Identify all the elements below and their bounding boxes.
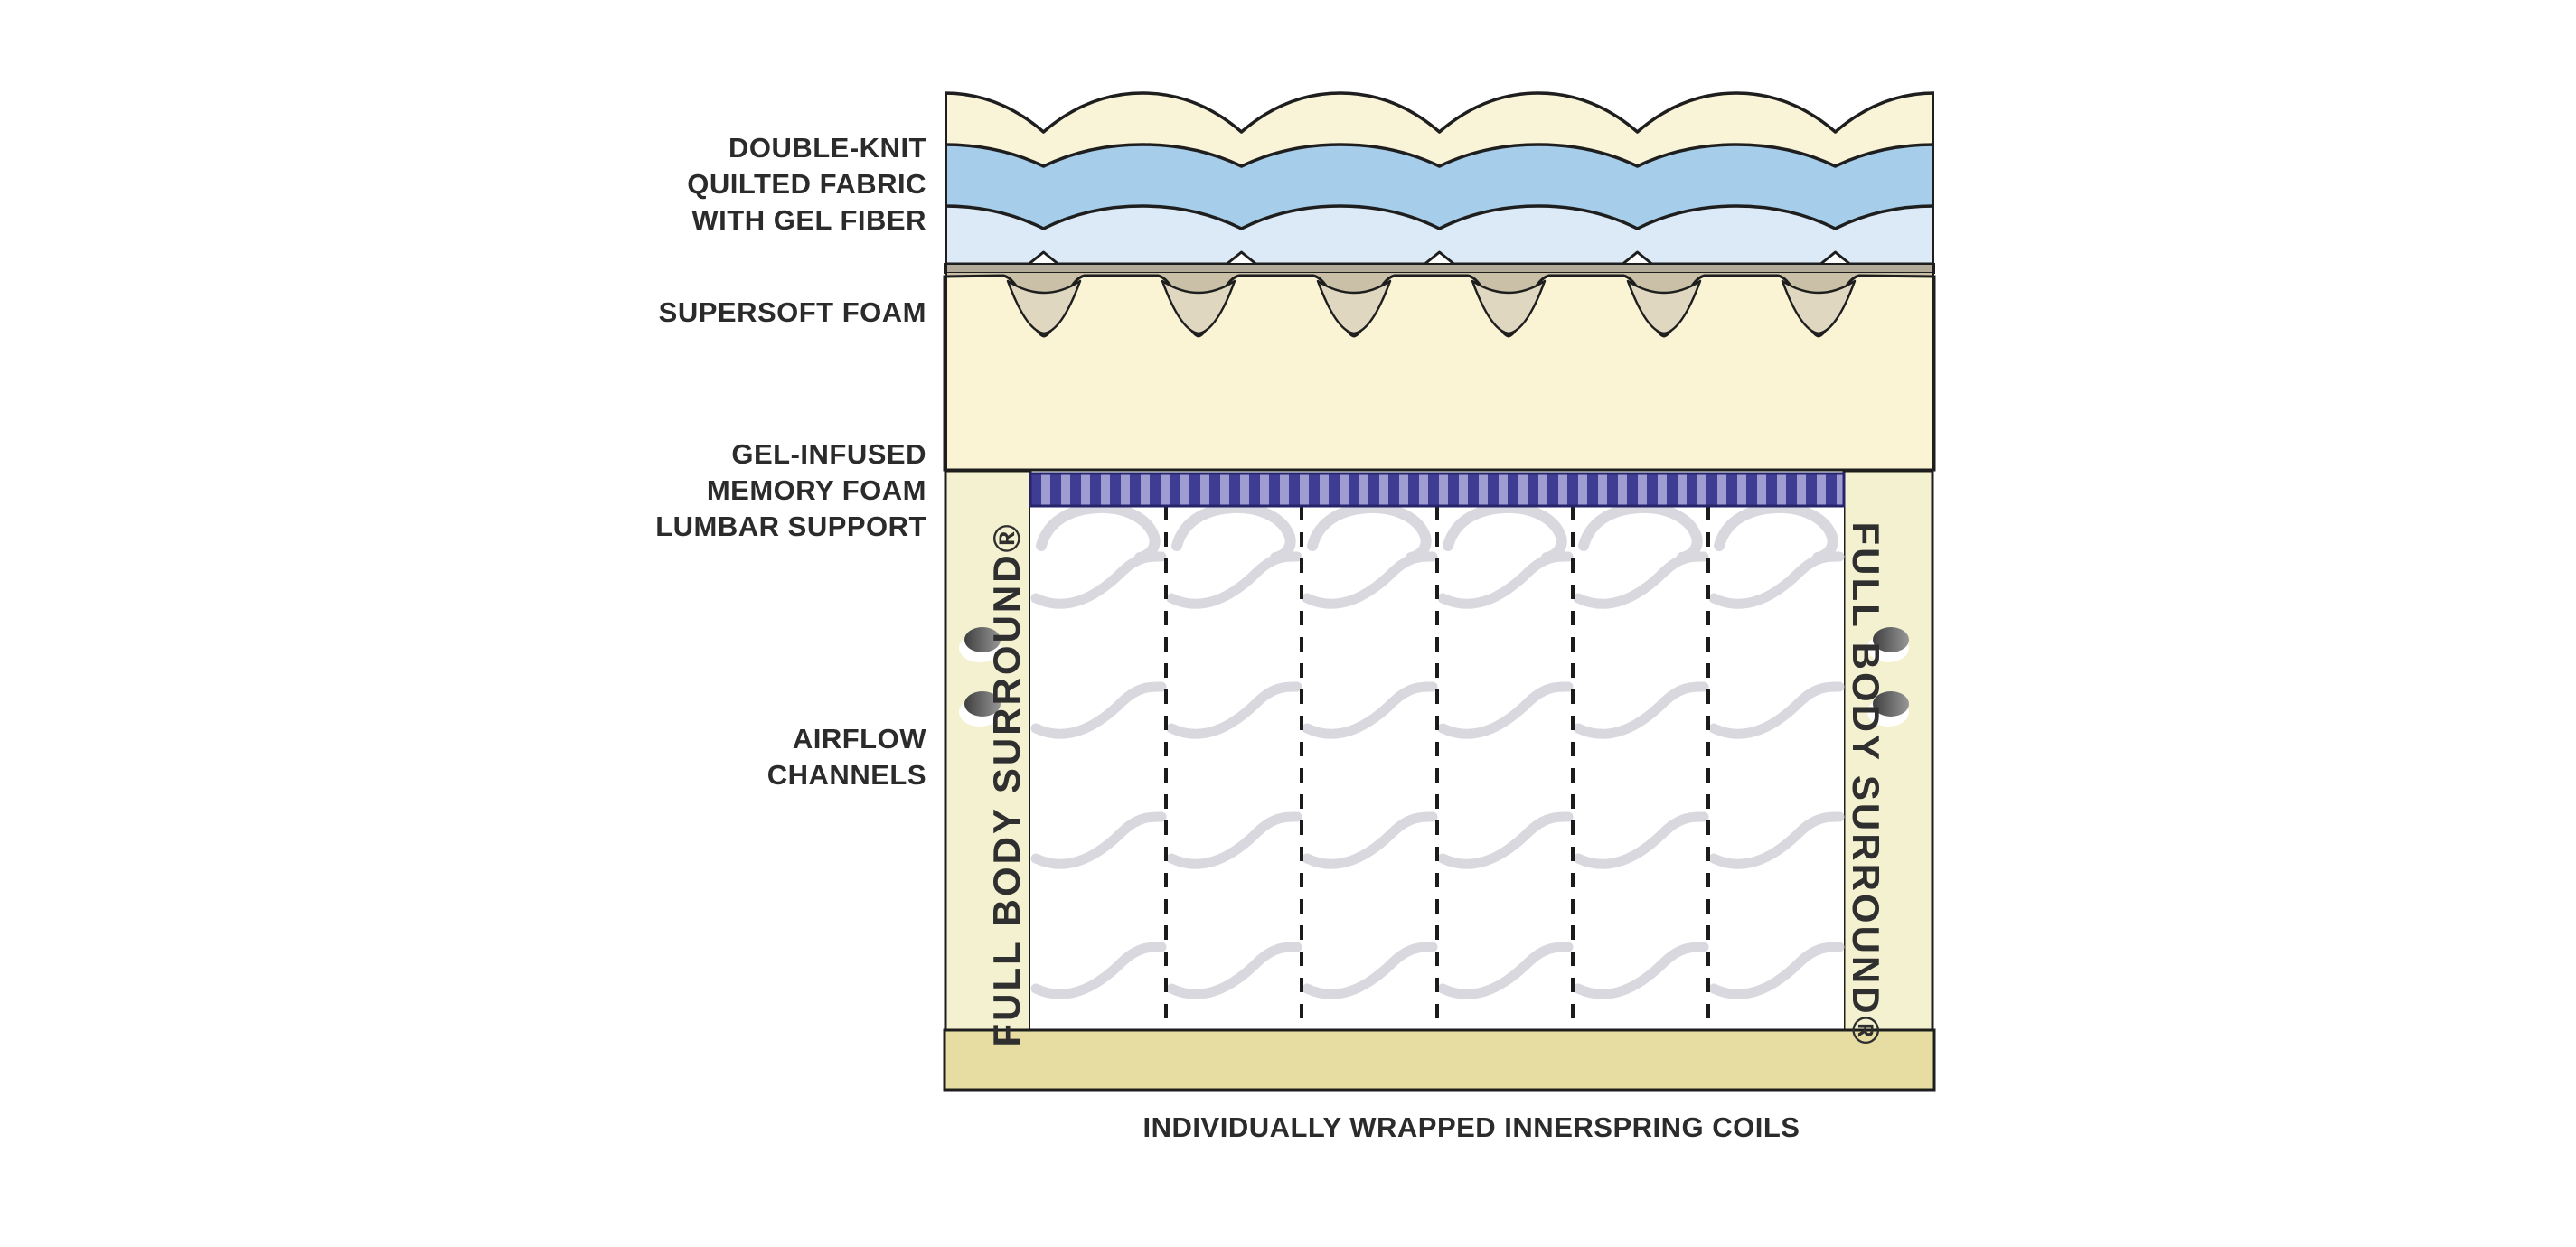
foam-valley-lenses [1006,279,1857,335]
label-supersoft-foam: SUPERSOFT FOAM [658,296,926,328]
rail-left [944,469,1032,1033]
airflow-hole-icon [959,627,1001,662]
base-bar [943,1028,1936,1092]
label-gel-memory-foam: GEL-INFUSED MEMORY FOAM LUMBAR SUPPORT [655,438,926,542]
rail-text-left: FULL BODY SURROUND® [985,521,1028,1047]
quilt-outlines [944,91,1935,266]
label-innerspring-coils: INDIVIDUALLY WRAPPED INNERSPRING COILS [1142,1111,1800,1143]
innerspring-coil-area [1030,502,1845,1030]
airflow-channel-holes [959,627,1909,727]
full-body-surround-rails [944,469,1934,1033]
supersoft-foam-layer [943,93,1936,472]
lumbar-support-band [1029,472,1846,508]
quilt-layer-lightblue [945,206,1934,264]
airflow-hole-icon [1867,627,1909,662]
label-quilted-fabric: DOUBLE-KNIT QUILTED FABRIC WITH GEL FIBE… [687,132,926,236]
airflow-hole-icon [959,691,1001,727]
rail-text-right: FULL BODY SURROUND® [1845,521,1887,1047]
airflow-hole-icon [1867,691,1909,727]
quilt-layer-blue [945,145,1934,229]
separator-strip [944,263,1935,274]
quilted-fabric-layers [944,91,1935,266]
foam-body [943,274,1936,472]
label-airflow-channels: AIRFLOW CHANNELS [766,723,926,791]
coil-spirals [1030,502,1845,999]
coil-pocket-dividers [1164,506,1710,1029]
stack-side-borders [945,93,1934,470]
